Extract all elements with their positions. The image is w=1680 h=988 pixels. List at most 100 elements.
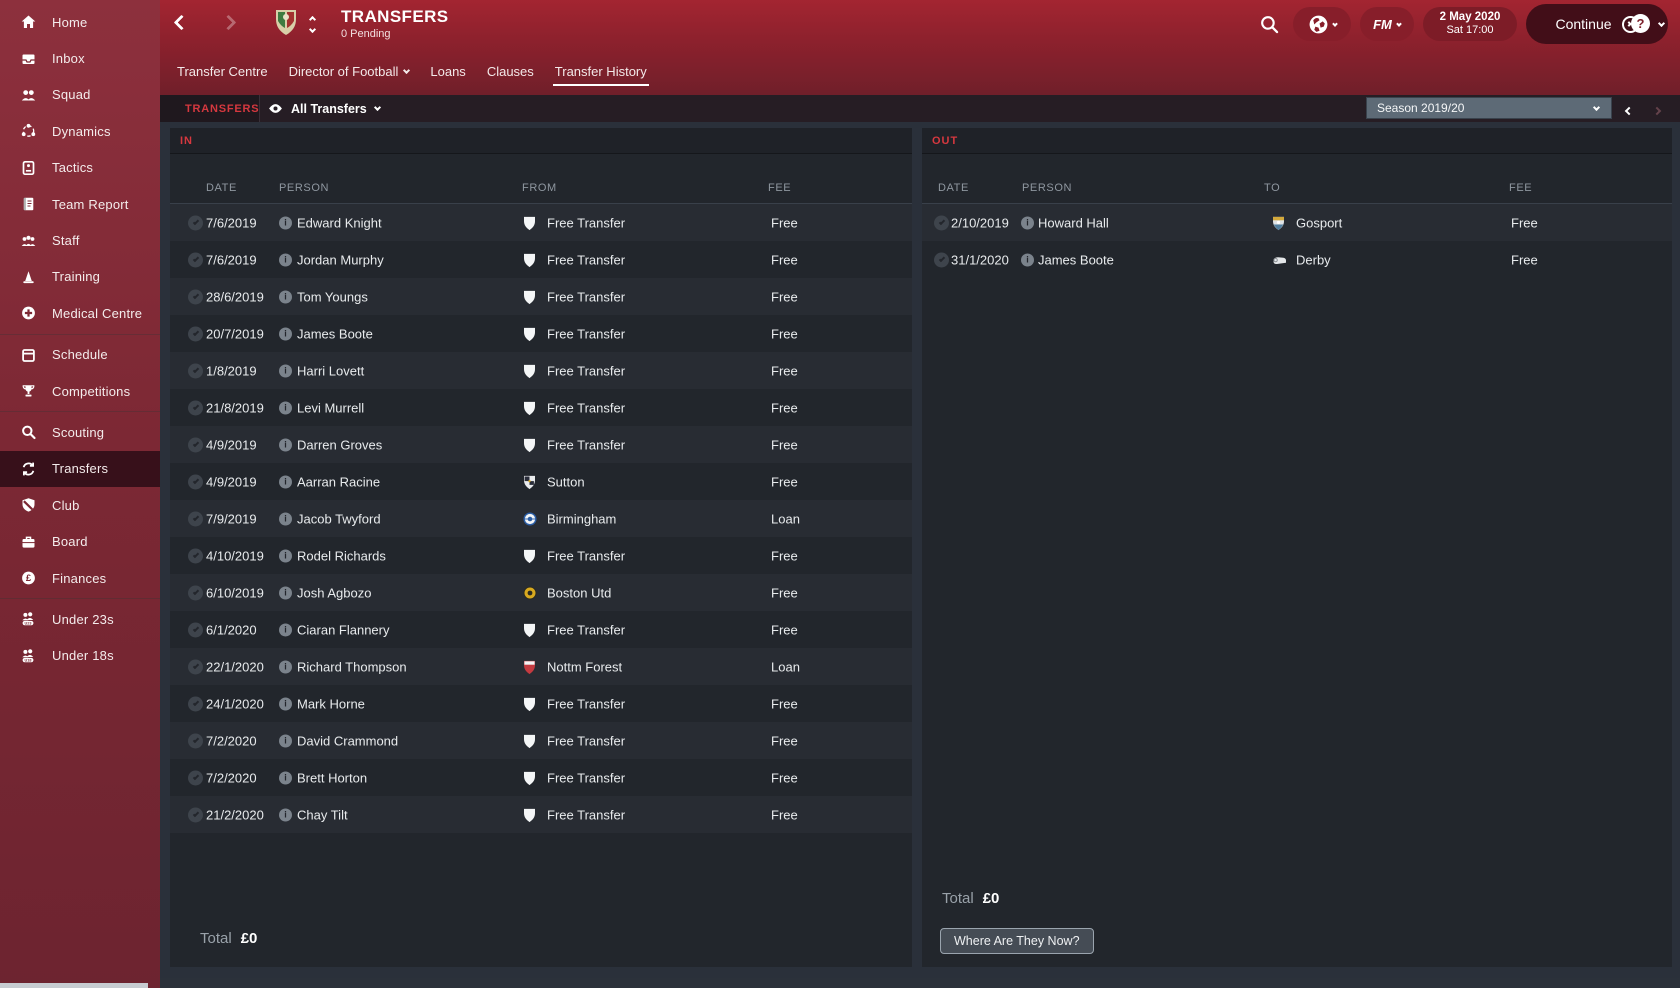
person-name[interactable]: Edward Knight: [297, 215, 382, 230]
help-icon[interactable]: ?: [1631, 14, 1650, 33]
person-name[interactable]: Chay Tilt: [297, 807, 348, 822]
info-icon[interactable]: i: [279, 808, 292, 821]
club-name[interactable]: Birmingham: [547, 511, 617, 526]
tab-transfer-history[interactable]: Transfer History: [552, 48, 649, 95]
column-header-fee[interactable]: FEE: [768, 182, 792, 194]
club-name[interactable]: Free Transfer: [547, 548, 626, 563]
person-name[interactable]: David Crammond: [297, 733, 399, 748]
where-are-they-now-button[interactable]: Where Are They Now?: [940, 928, 1094, 954]
sidebar-item-finances[interactable]: £ Finances: [0, 560, 160, 596]
club-name[interactable]: Free Transfer: [547, 215, 626, 230]
person-name[interactable]: Mark Horne: [297, 696, 365, 711]
person-name[interactable]: Aarran Racine: [297, 474, 381, 489]
person-name[interactable]: Jacob Twyford: [297, 511, 381, 526]
person-name[interactable]: Rodel Richards: [297, 548, 386, 563]
world-menu-button[interactable]: [1293, 7, 1351, 41]
club-name[interactable]: Nottm Forest: [547, 659, 623, 674]
person-name[interactable]: Brett Horton: [297, 770, 368, 785]
transfer-row[interactable]: 4/10/2019 i Rodel Richards Free Transfer…: [170, 537, 912, 574]
sidebar-item-staff[interactable]: Staff: [0, 222, 160, 258]
person-name[interactable]: Darren Groves: [297, 437, 383, 452]
club-name[interactable]: Free Transfer: [547, 696, 626, 711]
person-name[interactable]: Richard Thompson: [297, 659, 407, 674]
club-name[interactable]: Free Transfer: [547, 363, 626, 378]
club-name[interactable]: Free Transfer: [547, 400, 626, 415]
club-name[interactable]: Free Transfer: [547, 770, 626, 785]
transfer-row[interactable]: 1/8/2019 i Harri Lovett Free Transfer Fr…: [170, 352, 912, 389]
previous-season-button[interactable]: [1624, 101, 1634, 119]
sidebar-item-scouting[interactable]: Scouting: [0, 414, 160, 450]
sidebar-item-transfers[interactable]: Transfers: [0, 450, 160, 488]
transfer-row[interactable]: 4/9/2019 i Aarran Racine Sutton Free: [170, 463, 912, 500]
person-name[interactable]: Josh Agbozo: [297, 585, 372, 600]
club-name[interactable]: Free Transfer: [547, 733, 626, 748]
info-icon[interactable]: i: [279, 586, 292, 599]
sidebar-item-inbox[interactable]: Inbox: [0, 40, 160, 76]
column-header-person[interactable]: PERSON: [1022, 182, 1073, 194]
club-name[interactable]: Free Transfer: [547, 289, 626, 304]
fm-menu-button[interactable]: FM: [1360, 7, 1414, 41]
club-crest-icon[interactable]: [274, 8, 298, 41]
info-icon[interactable]: i: [279, 216, 292, 229]
club-name[interactable]: Free Transfer: [547, 437, 626, 452]
tab-loans[interactable]: Loans: [430, 48, 465, 95]
club-name[interactable]: Free Transfer: [547, 252, 626, 267]
sidebar-item-team-report[interactable]: Team Report: [0, 186, 160, 222]
transfer-row[interactable]: 28/6/2019 i Tom Youngs Free Transfer Fre…: [170, 278, 912, 315]
season-dropdown[interactable]: Season 2019/20: [1366, 97, 1612, 119]
tab-director-of-football[interactable]: Director of Football: [289, 48, 411, 95]
club-name[interactable]: Boston Utd: [547, 585, 612, 600]
column-header-date[interactable]: DATE: [206, 182, 237, 194]
info-icon[interactable]: i: [279, 401, 292, 414]
club-name[interactable]: Free Transfer: [547, 326, 626, 341]
club-name[interactable]: Derby: [1296, 252, 1331, 267]
info-icon[interactable]: i: [279, 734, 292, 747]
person-name[interactable]: Tom Youngs: [297, 289, 368, 304]
transfers-section-tab[interactable]: TRANSFERS: [160, 95, 260, 122]
info-icon[interactable]: i: [279, 327, 292, 340]
club-name[interactable]: Gosport: [1296, 215, 1343, 230]
transfer-row[interactable]: 7/9/2019 i Jacob Twyford Birmingham Loan: [170, 500, 912, 537]
info-icon[interactable]: i: [279, 660, 292, 673]
next-season-button[interactable]: [1652, 101, 1662, 119]
sidebar-item-under-23s[interactable]: U23 Under 23s: [0, 601, 160, 637]
transfer-row[interactable]: 31/1/2020 i James Boote Derby Free: [922, 241, 1672, 278]
back-button[interactable]: [173, 14, 190, 33]
column-header-from[interactable]: FROM: [522, 182, 557, 194]
sidebar-item-schedule[interactable]: Schedule: [0, 337, 160, 373]
person-name[interactable]: Harri Lovett: [297, 363, 365, 378]
info-icon[interactable]: i: [1021, 253, 1034, 266]
team-switcher[interactable]: [308, 15, 317, 33]
info-icon[interactable]: i: [279, 697, 292, 710]
forward-button[interactable]: [220, 14, 237, 33]
info-icon[interactable]: i: [279, 475, 292, 488]
info-icon[interactable]: i: [279, 549, 292, 562]
sidebar-item-training[interactable]: Training: [0, 259, 160, 295]
person-name[interactable]: Howard Hall: [1038, 215, 1109, 230]
transfer-row[interactable]: 4/9/2019 i Darren Groves Free Transfer F…: [170, 426, 912, 463]
search-icon[interactable]: [1259, 14, 1280, 35]
transfer-row[interactable]: 6/10/2019 i Josh Agbozo Boston Utd Free: [170, 574, 912, 611]
club-name[interactable]: Free Transfer: [547, 807, 626, 822]
tab-transfer-centre[interactable]: Transfer Centre: [177, 48, 268, 95]
club-name[interactable]: Free Transfer: [547, 622, 626, 637]
sidebar-item-medical-centre[interactable]: Medical Centre: [0, 295, 160, 331]
transfer-row[interactable]: 22/1/2020 i Richard Thompson Nottm Fores…: [170, 648, 912, 685]
sidebar-item-dynamics[interactable]: Dynamics: [0, 113, 160, 149]
info-icon[interactable]: i: [279, 253, 292, 266]
person-name[interactable]: Levi Murrell: [297, 400, 365, 415]
info-icon[interactable]: i: [1021, 216, 1034, 229]
transfer-row[interactable]: 7/6/2019 i Edward Knight Free Transfer F…: [170, 204, 912, 241]
transfer-filter-dropdown[interactable]: All Transfers: [268, 95, 381, 122]
transfer-row[interactable]: 2/10/2019 i Howard Hall Gosport Free: [922, 204, 1672, 241]
sidebar-item-under-18s[interactable]: U18 Under 18s: [0, 638, 160, 674]
sidebar-item-squad[interactable]: Squad: [0, 77, 160, 113]
sidebar-item-club[interactable]: Club: [0, 487, 160, 523]
transfer-row[interactable]: 20/7/2019 i James Boote Free Transfer Fr…: [170, 315, 912, 352]
info-icon[interactable]: i: [279, 290, 292, 303]
info-icon[interactable]: i: [279, 438, 292, 451]
header-options-chevron-icon[interactable]: [1657, 19, 1666, 28]
person-name[interactable]: James Boote: [297, 326, 373, 341]
person-name[interactable]: Jordan Murphy: [297, 252, 384, 267]
column-header-to[interactable]: TO: [1264, 182, 1281, 194]
